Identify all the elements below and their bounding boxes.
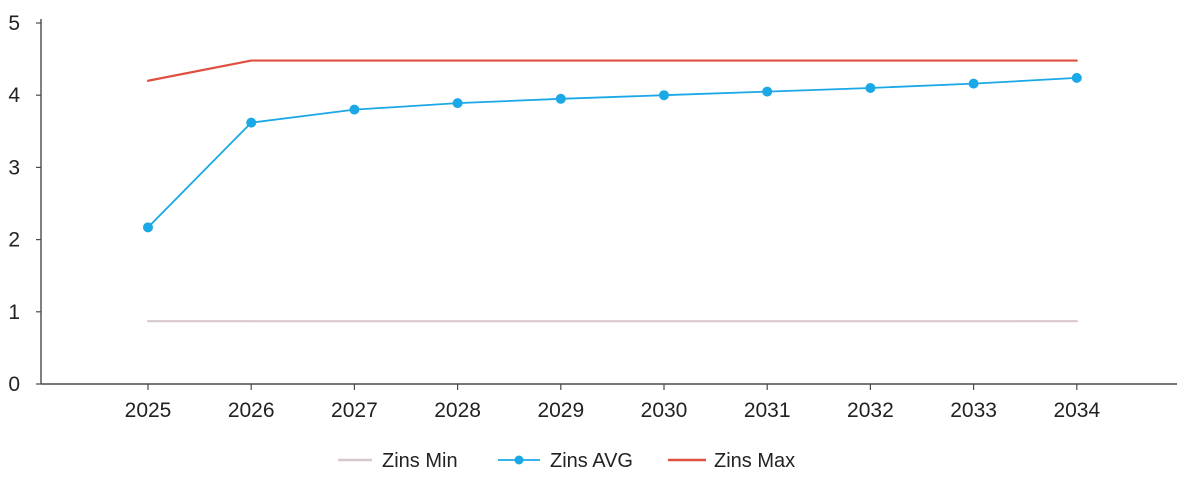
legend-item-zins-avg: Zins AVG (498, 450, 633, 472)
x-tick-label: 2031 (744, 399, 791, 422)
x-tick-label: 2034 (1053, 399, 1100, 422)
series-line-zins-max (146, 59, 1078, 82)
x-tick-label: 2032 (847, 399, 894, 422)
y-tick-label: 3 (8, 156, 20, 179)
x-tick-label: 2028 (434, 399, 481, 422)
legend: Zins Min Zins AVG Zins Max (338, 450, 795, 472)
y-tick-label: 4 (8, 84, 20, 107)
data-point-zins-avg (1071, 72, 1082, 83)
legend-item-zins-min: Zins Min (338, 450, 458, 472)
data-point-zins-avg (246, 117, 257, 128)
series-lines (143, 59, 1082, 323)
x-tick-label: 2033 (950, 399, 997, 422)
data-point-zins-avg (452, 98, 463, 109)
y-tick-label: 5 (8, 12, 20, 35)
x-tick-label: 2025 (125, 399, 172, 422)
series-line-zins-avg (147, 76, 1078, 229)
legend-label-zins-avg: Zins AVG (550, 450, 633, 472)
x-tick-label: 2030 (641, 399, 688, 422)
data-point-zins-avg (349, 104, 360, 115)
x-tick-label: 2027 (331, 399, 378, 422)
data-point-zins-avg (762, 86, 773, 97)
data-point-zins-avg (143, 222, 153, 233)
y-tick-label: 0 (8, 373, 20, 396)
y-tick-label: 2 (8, 229, 20, 252)
legend-item-zins-max: Zins Max (668, 450, 795, 472)
axes: 0 1 2 3 4 5 2025 2026 2027 2028 2029 2030 2031 2032 20… (8, 12, 1177, 422)
data-point-zins-avg (865, 82, 876, 93)
data-point-zins-avg (968, 78, 979, 89)
x-tick-label: 2029 (537, 399, 584, 422)
data-point-zins-avg (659, 90, 669, 101)
legend-label-zins-max: Zins Max (714, 450, 795, 472)
data-point-zins-avg (555, 93, 566, 104)
legend-label-zins-min: Zins Min (382, 450, 458, 472)
x-tick-label: 2026 (228, 399, 275, 422)
y-tick-label: 1 (8, 301, 20, 324)
legend-marker-zins-avg (514, 455, 524, 465)
